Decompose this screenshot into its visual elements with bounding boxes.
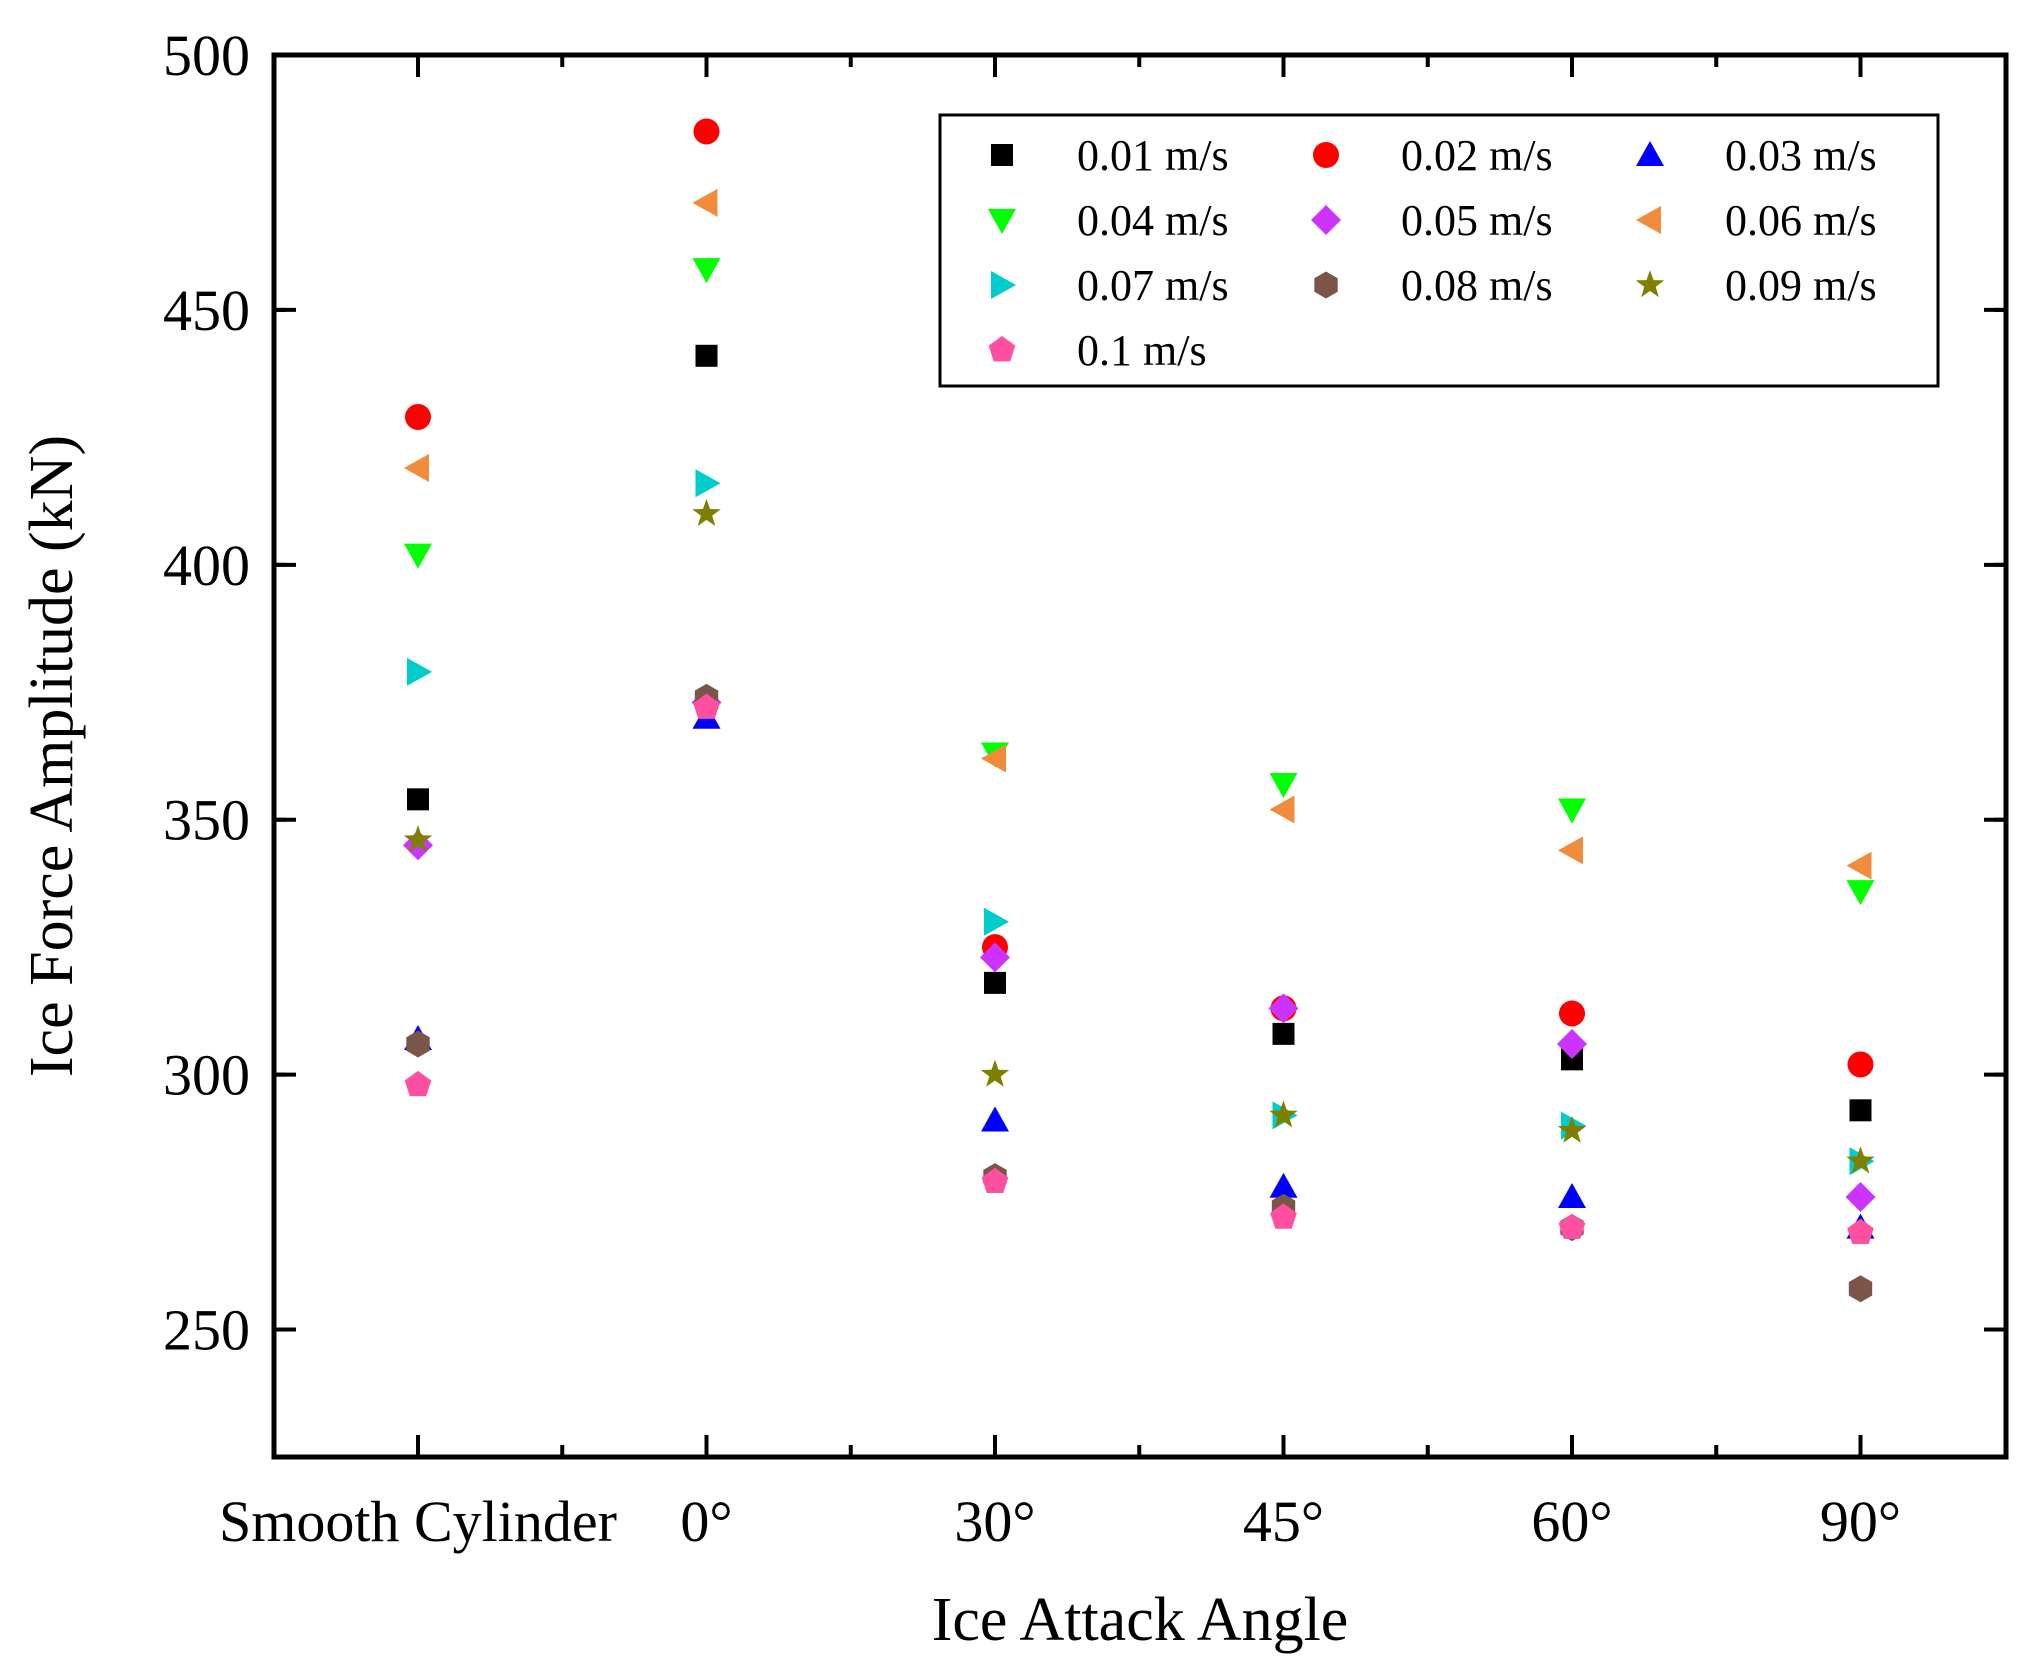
data-point-0-1-m-s xyxy=(404,1070,432,1097)
legend-marker xyxy=(991,271,1016,299)
data-point-0-04-m-s xyxy=(1269,773,1298,799)
data-point-0-01-m-s xyxy=(984,971,1006,994)
plot-frame xyxy=(271,52,2009,1460)
legend-label: 0.1 m/s xyxy=(1077,326,1207,375)
legend: 0.01 m/s 0.02 m/s 0.03 m/s 0.04 m/s 0.05 m/s… xyxy=(938,113,1940,388)
legend-label: 0.01 m/s xyxy=(1077,131,1229,180)
data-point-0-06-m-s xyxy=(1846,851,1872,880)
data-point-0-06-m-s xyxy=(692,188,718,217)
legend-marker xyxy=(1311,205,1341,235)
data-point-0-04-m-s xyxy=(1846,880,1875,906)
ticks-layer: 250 300 350 400 450 500 Smooth Cylinder 0° 30° 45… xyxy=(163,23,2006,1554)
data-point-0-08-m-s xyxy=(1848,1275,1873,1303)
data-point-0-04-m-s xyxy=(1558,798,1586,824)
legend-marker xyxy=(1636,206,1661,234)
legend-box xyxy=(938,113,1940,388)
data-point-0-03-m-s xyxy=(1269,1172,1298,1198)
data-point-0-1-m-s xyxy=(1558,1213,1586,1239)
data-point-0-01-m-s xyxy=(1561,1048,1583,1071)
data-point-0-09-m-s xyxy=(692,498,721,526)
x-axis-title: Ice Attack Angle xyxy=(932,1586,1349,1654)
data-point-0-07-m-s xyxy=(407,657,432,686)
data-point-0-04-m-s xyxy=(692,258,721,284)
data-point-0-02-m-s xyxy=(1847,1051,1874,1078)
data-point-0-06-m-s xyxy=(404,453,429,482)
data-point-0-03-m-s xyxy=(1558,1182,1586,1208)
legend-marker xyxy=(1635,270,1665,298)
legend-marker xyxy=(1313,142,1339,168)
legend-label: 0.04 m/s xyxy=(1077,196,1229,245)
data-point-0-01-m-s xyxy=(1849,1099,1872,1122)
data-point-0-09-m-s xyxy=(1557,1115,1587,1143)
y-axis-title: Ice Force Amplitude (kN) xyxy=(18,435,86,1077)
data-point-0-02-m-s xyxy=(693,118,720,145)
x-tick-label: 45° xyxy=(1243,1489,1324,1554)
data-point-0-06-m-s xyxy=(1558,836,1583,865)
data-point-0-04-m-s xyxy=(404,543,432,569)
legend-marker xyxy=(988,209,1016,234)
data-point-0-09-m-s xyxy=(403,825,433,853)
x-tick-label: 0° xyxy=(680,1489,732,1554)
data-point-0-09-m-s xyxy=(980,1059,1010,1087)
data-point-0-09-m-s xyxy=(1846,1146,1875,1174)
data-point-0-01-m-s xyxy=(407,788,429,811)
x-tick-label: 90° xyxy=(1820,1489,1901,1554)
data-point-0-02-m-s xyxy=(1559,1000,1585,1027)
y-tick-label: 400 xyxy=(163,533,250,598)
data-point-0-03-m-s xyxy=(981,1106,1009,1132)
legend-label: 0.08 m/s xyxy=(1401,261,1553,310)
legend-label: 0.09 m/s xyxy=(1725,261,1877,310)
legend-label: 0.06 m/s xyxy=(1725,196,1877,245)
data-point-0-01-m-s xyxy=(1272,1022,1295,1045)
data-point-0-07-m-s xyxy=(984,907,1009,936)
data-point-0-06-m-s xyxy=(1269,795,1295,824)
data-point-0-1-m-s xyxy=(693,693,720,719)
data-point-0-1-m-s xyxy=(981,1167,1009,1194)
legend-marker xyxy=(988,336,1016,362)
legend-label: 0.02 m/s xyxy=(1401,131,1553,180)
legend-label: 0.03 m/s xyxy=(1725,131,1877,180)
legend-label: 0.07 m/s xyxy=(1077,261,1229,310)
y-tick-label: 500 xyxy=(163,23,250,88)
y-tick-label: 300 xyxy=(163,1043,250,1108)
data-point-0-08-m-s xyxy=(406,1030,430,1058)
legend-label: 0.05 m/s xyxy=(1401,196,1553,245)
data-point-0-01-m-s xyxy=(695,344,718,367)
y-tick-label: 450 xyxy=(163,278,250,343)
legend-marker xyxy=(1314,271,1338,299)
legend-marker xyxy=(991,144,1013,166)
data-point-0-05-m-s xyxy=(1845,1181,1876,1212)
y-tick-label: 350 xyxy=(163,788,250,853)
data-point-0-06-m-s xyxy=(981,744,1006,773)
x-tick-label: Smooth Cylinder xyxy=(219,1489,617,1554)
data-point-0-1-m-s xyxy=(1270,1203,1297,1229)
data-point-0-02-m-s xyxy=(405,403,431,430)
data-point-0-09-m-s xyxy=(1269,1100,1298,1128)
points-layer xyxy=(403,118,1876,1303)
data-point-0-07-m-s xyxy=(695,469,721,498)
x-tick-label: 30° xyxy=(954,1489,1035,1554)
x-tick-label: 60° xyxy=(1531,1489,1612,1554)
data-point-0-05-m-s xyxy=(1268,993,1299,1024)
legend-marker xyxy=(1636,141,1664,166)
data-point-0-05-m-s xyxy=(980,942,1010,973)
y-tick-label: 250 xyxy=(163,1298,250,1363)
data-point-0-1-m-s xyxy=(1847,1218,1874,1245)
data-point-0-05-m-s xyxy=(1557,1029,1587,1060)
